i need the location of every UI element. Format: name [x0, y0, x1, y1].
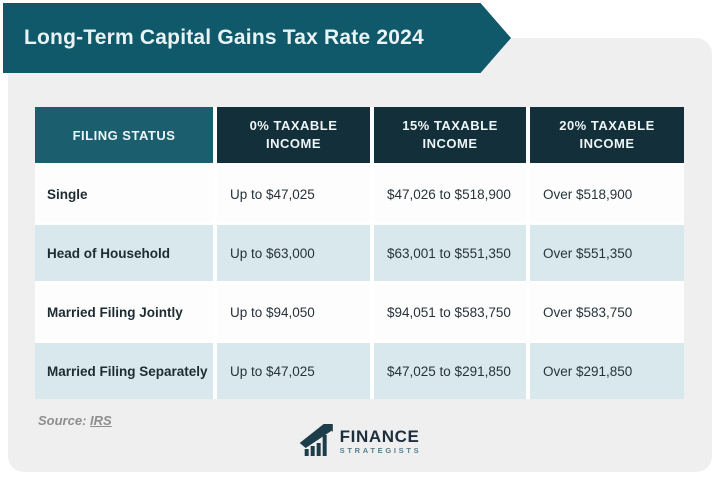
table-cell-15-percent: $47,026 to $518,900 — [374, 166, 526, 222]
table-cell-0-percent: Up to $63,000 — [217, 225, 370, 281]
title-banner: Long-Term Capital Gains Tax Rate 2024 — [3, 3, 511, 73]
table-cell-20-percent: Over $291,850 — [530, 343, 684, 399]
logo-name: FINANCE — [339, 427, 420, 447]
table-cell-15-percent: $63,001 to $551,350 — [374, 225, 526, 281]
table-cell-filing-status: Married Filing Separately — [35, 343, 213, 399]
table-cell-20-percent: Over $583,750 — [530, 284, 684, 340]
table-cell-20-percent: Over $551,350 — [530, 225, 684, 281]
logo-wordmark: FINANCE STRATEGISTS — [340, 428, 422, 455]
column-header-15-percent: 15% TAXABLE INCOME — [374, 107, 526, 163]
source-irs-link[interactable]: IRS — [90, 413, 112, 428]
table-cell-15-percent: $94,051 to $583,750 — [374, 284, 526, 340]
tax-rate-table: FILING STATUS 0% TAXABLE INCOME 15% TAXA… — [35, 107, 684, 399]
source-label: Source: — [38, 413, 87, 428]
table-cell-0-percent: Up to $47,025 — [217, 343, 370, 399]
table-cell-0-percent: Up to $94,050 — [217, 284, 370, 340]
table-cell-filing-status: Single — [35, 166, 213, 222]
column-header-filing-status: FILING STATUS — [35, 107, 213, 163]
table-cell-0-percent: Up to $47,025 — [217, 166, 370, 222]
table-cell-filing-status: Married Filing Jointly — [35, 284, 213, 340]
table-cell-15-percent: $47,025 to $291,850 — [374, 343, 526, 399]
column-header-0-percent: 0% TAXABLE INCOME — [217, 107, 370, 163]
page-title: Long-Term Capital Gains Tax Rate 2024 — [24, 26, 424, 49]
table-cell-20-percent: Over $518,900 — [530, 166, 684, 222]
source-attribution: Source: IRS — [38, 413, 112, 428]
column-header-20-percent: 20% TAXABLE INCOME — [530, 107, 684, 163]
logo-subname: STRATEGISTS — [339, 446, 422, 456]
table-cell-filing-status: Head of Household — [35, 225, 213, 281]
finance-strategists-logo: FINANCE STRATEGISTS — [299, 421, 422, 462]
bar-chart-arrow-icon — [299, 421, 335, 462]
